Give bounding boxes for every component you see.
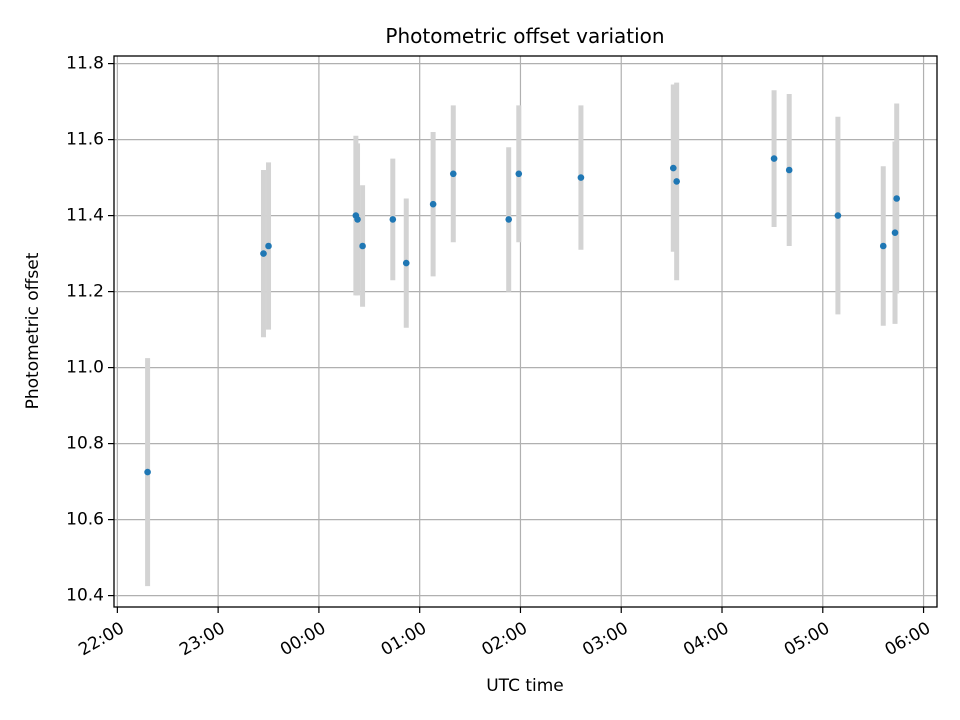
- y-tick-label: 11.8: [66, 54, 104, 74]
- data-point: [359, 242, 366, 250]
- data-point: [515, 170, 523, 178]
- data-point: [670, 164, 677, 172]
- data-point: [505, 216, 513, 223]
- data-point: [449, 170, 457, 178]
- y-axis: 10.4 10.6 10.8 11.0 11.2 11.4 11.6 11.8: [66, 54, 114, 606]
- data-point: [673, 178, 680, 185]
- y-tick-label: 10.6: [66, 510, 104, 530]
- data-point: [770, 155, 778, 162]
- data-point: [577, 174, 585, 181]
- y-tick-label: 11.0: [66, 358, 104, 378]
- x-axis-label: UTC time: [486, 676, 564, 696]
- y-tick-label: 11.6: [66, 130, 104, 150]
- data-point: [265, 242, 272, 250]
- data-point: [834, 212, 842, 219]
- y-tick-label: 11.4: [66, 206, 104, 226]
- plot-frame: [113, 55, 938, 608]
- grid: [114, 56, 937, 607]
- data-point: [785, 166, 793, 174]
- data-point: [260, 250, 267, 257]
- data-point: [879, 242, 887, 250]
- data-point: [891, 229, 899, 236]
- data-point: [402, 259, 410, 267]
- data-point: [354, 216, 361, 223]
- chart-title: Photometric offset variation: [385, 24, 664, 48]
- y-tick-label: 10.8: [66, 434, 104, 454]
- data-point: [429, 200, 437, 208]
- data-points: [144, 155, 900, 476]
- data-point: [389, 216, 397, 223]
- y-axis-label: Photometric offset: [23, 252, 43, 409]
- y-tick-label: 11.2: [66, 282, 104, 302]
- data-point: [144, 468, 151, 476]
- data-point: [893, 195, 900, 202]
- y-tick-label: 10.4: [66, 586, 104, 606]
